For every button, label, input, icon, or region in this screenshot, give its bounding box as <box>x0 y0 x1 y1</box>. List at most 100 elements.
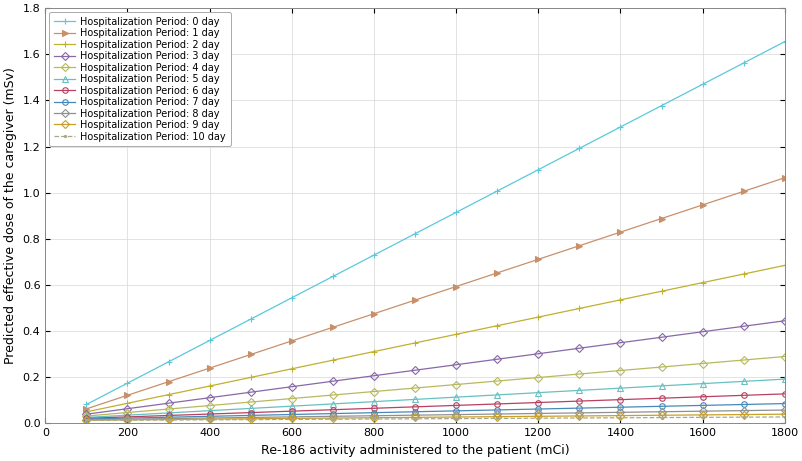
Hospitalization Period: 10 day: (1e+03, 0.0209): 10 day: (1e+03, 0.0209) <box>451 416 460 421</box>
Hospitalization Period: 3 day: (1e+03, 0.254): 3 day: (1e+03, 0.254) <box>451 362 460 367</box>
Hospitalization Period: 5 day: (800, 0.0944): 5 day: (800, 0.0944) <box>369 399 379 404</box>
Hospitalization Period: 2 day: (1.5e+03, 0.573): 2 day: (1.5e+03, 0.573) <box>656 289 666 294</box>
Hospitalization Period: 8 day: (100, 0.016): 8 day: (100, 0.016) <box>82 417 91 422</box>
Hospitalization Period: 10 day: (1.5e+03, 0.0254): 10 day: (1.5e+03, 0.0254) <box>656 415 666 420</box>
Hospitalization Period: 3 day: (1.8e+03, 0.445): 3 day: (1.8e+03, 0.445) <box>779 318 788 324</box>
Hospitalization Period: 5 day: (300, 0.0455): 5 day: (300, 0.0455) <box>164 410 173 416</box>
Hospitalization Period: 7 day: (1.7e+03, 0.0821): 7 day: (1.7e+03, 0.0821) <box>738 402 747 407</box>
Hospitalization Period: 9 day: (1.7e+03, 0.0385): 9 day: (1.7e+03, 0.0385) <box>738 412 747 417</box>
Hospitalization Period: 2 day: (700, 0.274): 2 day: (700, 0.274) <box>328 357 338 363</box>
Hospitalization Period: 4 day: (500, 0.0927): 4 day: (500, 0.0927) <box>245 399 255 405</box>
Hospitalization Period: 0 day: (1.2e+03, 1.1): 0 day: (1.2e+03, 1.1) <box>533 167 542 172</box>
Hospitalization Period: 0 day: (1.4e+03, 1.28): 0 day: (1.4e+03, 1.28) <box>615 124 625 130</box>
Hospitalization Period: 1 day: (800, 0.476): 1 day: (800, 0.476) <box>369 311 379 316</box>
Hospitalization Period: 3 day: (1.2e+03, 0.302): 3 day: (1.2e+03, 0.302) <box>533 351 542 356</box>
Hospitalization Period: 9 day: (500, 0.0201): 9 day: (500, 0.0201) <box>245 416 255 421</box>
Hospitalization Period: 6 day: (400, 0.0407): 6 day: (400, 0.0407) <box>205 411 214 417</box>
Hospitalization Period: 10 day: (100, 0.013): 10 day: (100, 0.013) <box>82 418 91 423</box>
Hospitalization Period: 6 day: (300, 0.0345): 6 day: (300, 0.0345) <box>164 413 173 418</box>
Hospitalization Period: 5 day: (1.3e+03, 0.143): 5 day: (1.3e+03, 0.143) <box>574 388 584 393</box>
Hospitalization Period: 2 day: (500, 0.199): 2 day: (500, 0.199) <box>245 375 255 380</box>
Hospitalization Period: 10 day: (200, 0.0139): 10 day: (200, 0.0139) <box>123 418 132 423</box>
Hospitalization Period: 10 day: (1.4e+03, 0.0245): 10 day: (1.4e+03, 0.0245) <box>615 415 625 420</box>
Hospitalization Period: 0 day: (500, 0.452): 0 day: (500, 0.452) <box>245 316 255 322</box>
Hospitalization Period: 8 day: (1.7e+03, 0.0555): 8 day: (1.7e+03, 0.0555) <box>738 408 747 414</box>
Hospitalization Period: 4 day: (1.1e+03, 0.184): 4 day: (1.1e+03, 0.184) <box>492 378 501 384</box>
Hospitalization Period: 8 day: (900, 0.0358): 8 day: (900, 0.0358) <box>410 413 419 418</box>
Hospitalization Period: 3 day: (400, 0.111): 3 day: (400, 0.111) <box>205 395 214 401</box>
Hospitalization Period: 4 day: (1.3e+03, 0.214): 4 day: (1.3e+03, 0.214) <box>574 371 584 377</box>
Hospitalization Period: 1 day: (200, 0.122): 1 day: (200, 0.122) <box>123 392 132 398</box>
Hospitalization Period: 8 day: (500, 0.0259): 8 day: (500, 0.0259) <box>245 415 255 420</box>
Hospitalization Period: 2 day: (400, 0.162): 2 day: (400, 0.162) <box>205 383 214 389</box>
Hospitalization Period: 8 day: (1.6e+03, 0.0531): 8 day: (1.6e+03, 0.0531) <box>697 408 707 414</box>
Line: Hospitalization Period: 1 day: Hospitalization Period: 1 day <box>83 174 788 412</box>
Hospitalization Period: 2 day: (800, 0.311): 2 day: (800, 0.311) <box>369 349 379 355</box>
Hospitalization Period: 6 day: (800, 0.0656): 6 day: (800, 0.0656) <box>369 406 379 411</box>
Hospitalization Period: 2 day: (1.2e+03, 0.461): 2 day: (1.2e+03, 0.461) <box>533 314 542 320</box>
Hospitalization Period: 5 day: (500, 0.0651): 5 day: (500, 0.0651) <box>245 406 255 411</box>
Hospitalization Period: 3 day: (1.7e+03, 0.421): 3 day: (1.7e+03, 0.421) <box>738 324 747 329</box>
Hospitalization Period: 4 day: (1.2e+03, 0.199): 4 day: (1.2e+03, 0.199) <box>533 375 542 380</box>
Hospitalization Period: 0 day: (1.3e+03, 1.19): 0 day: (1.3e+03, 1.19) <box>574 146 584 151</box>
Hospitalization Period: 0 day: (700, 0.637): 0 day: (700, 0.637) <box>328 274 338 279</box>
Hospitalization Period: 7 day: (1.2e+03, 0.0624): 7 day: (1.2e+03, 0.0624) <box>533 406 542 412</box>
Hospitalization Period: 8 day: (1.8e+03, 0.058): 8 day: (1.8e+03, 0.058) <box>779 407 788 413</box>
Hospitalization Period: 9 day: (900, 0.0262): 9 day: (900, 0.0262) <box>410 414 419 420</box>
Hospitalization Period: 8 day: (1.3e+03, 0.0456): 8 day: (1.3e+03, 0.0456) <box>574 410 584 416</box>
Hospitalization Period: 10 day: (500, 0.0165): 10 day: (500, 0.0165) <box>245 417 255 422</box>
Hospitalization Period: 4 day: (300, 0.0624): 4 day: (300, 0.0624) <box>164 406 173 412</box>
Hospitalization Period: 3 day: (300, 0.0876): 3 day: (300, 0.0876) <box>164 401 173 406</box>
Hospitalization Period: 4 day: (1.4e+03, 0.229): 4 day: (1.4e+03, 0.229) <box>615 368 625 373</box>
Hospitalization Period: 1 day: (500, 0.299): 1 day: (500, 0.299) <box>245 352 255 357</box>
Hospitalization Period: 1 day: (1.8e+03, 1.06): 1 day: (1.8e+03, 1.06) <box>779 175 788 181</box>
Hospitalization Period: 10 day: (700, 0.0183): 10 day: (700, 0.0183) <box>328 416 338 422</box>
Hospitalization Period: 5 day: (700, 0.0846): 5 day: (700, 0.0846) <box>328 401 338 407</box>
Hospitalization Period: 7 day: (500, 0.0348): 7 day: (500, 0.0348) <box>245 413 255 418</box>
Hospitalization Period: 0 day: (400, 0.36): 0 day: (400, 0.36) <box>205 338 214 343</box>
Hospitalization Period: 0 day: (300, 0.267): 0 day: (300, 0.267) <box>164 359 173 365</box>
Hospitalization Period: 0 day: (1.1e+03, 1.01): 0 day: (1.1e+03, 1.01) <box>492 188 501 194</box>
Hospitalization Period: 2 day: (600, 0.237): 2 day: (600, 0.237) <box>286 366 296 372</box>
Hospitalization Period: 5 day: (1.8e+03, 0.192): 5 day: (1.8e+03, 0.192) <box>779 376 788 382</box>
Hospitalization Period: 3 day: (500, 0.135): 3 day: (500, 0.135) <box>245 390 255 395</box>
Hospitalization Period: 9 day: (1.1e+03, 0.0293): 9 day: (1.1e+03, 0.0293) <box>492 414 501 420</box>
Hospitalization Period: 2 day: (1.8e+03, 0.685): 2 day: (1.8e+03, 0.685) <box>779 263 788 268</box>
Hospitalization Period: 6 day: (1e+03, 0.0781): 6 day: (1e+03, 0.0781) <box>451 402 460 408</box>
Hospitalization Period: 7 day: (1.1e+03, 0.0584): 7 day: (1.1e+03, 0.0584) <box>492 407 501 413</box>
Hospitalization Period: 5 day: (400, 0.0553): 5 day: (400, 0.0553) <box>205 408 214 414</box>
Hospitalization Period: 0 day: (600, 0.545): 0 day: (600, 0.545) <box>286 295 296 301</box>
Hospitalization Period: 9 day: (1.8e+03, 0.04): 9 day: (1.8e+03, 0.04) <box>779 411 788 417</box>
Hospitalization Period: 3 day: (600, 0.159): 3 day: (600, 0.159) <box>286 384 296 390</box>
Hospitalization Period: 6 day: (1.3e+03, 0.0968): 6 day: (1.3e+03, 0.0968) <box>574 398 584 404</box>
Hospitalization Period: 6 day: (100, 0.022): 6 day: (100, 0.022) <box>82 415 91 421</box>
Hospitalization Period: 4 day: (400, 0.0775): 4 day: (400, 0.0775) <box>205 403 214 408</box>
Hospitalization Period: 5 day: (1.1e+03, 0.124): 5 day: (1.1e+03, 0.124) <box>492 392 501 398</box>
Line: Hospitalization Period: 8 day: Hospitalization Period: 8 day <box>83 407 787 422</box>
Hospitalization Period: 7 day: (300, 0.0269): 7 day: (300, 0.0269) <box>164 414 173 420</box>
Hospitalization Period: 8 day: (1.5e+03, 0.0506): 8 day: (1.5e+03, 0.0506) <box>656 409 666 414</box>
Hospitalization Period: 10 day: (1.3e+03, 0.0236): 10 day: (1.3e+03, 0.0236) <box>574 415 584 421</box>
Hospitalization Period: 6 day: (1.8e+03, 0.128): 6 day: (1.8e+03, 0.128) <box>779 391 788 396</box>
Hospitalization Period: 7 day: (100, 0.019): 7 day: (100, 0.019) <box>82 416 91 422</box>
Hospitalization Period: 6 day: (900, 0.0719): 6 day: (900, 0.0719) <box>410 404 419 410</box>
Line: Hospitalization Period: 6 day: Hospitalization Period: 6 day <box>83 391 787 421</box>
Hospitalization Period: 5 day: (1.5e+03, 0.163): 5 day: (1.5e+03, 0.163) <box>656 383 666 389</box>
Hospitalization Period: 7 day: (800, 0.0466): 7 day: (800, 0.0466) <box>369 410 379 415</box>
Hospitalization Period: 2 day: (1.4e+03, 0.536): 2 day: (1.4e+03, 0.536) <box>615 297 625 302</box>
Hospitalization Period: 8 day: (200, 0.0185): 8 day: (200, 0.0185) <box>123 416 132 422</box>
Hospitalization Period: 9 day: (600, 0.0216): 9 day: (600, 0.0216) <box>286 416 296 421</box>
Hospitalization Period: 2 day: (1.3e+03, 0.498): 2 day: (1.3e+03, 0.498) <box>574 306 584 311</box>
Hospitalization Period: 3 day: (100, 0.04): 3 day: (100, 0.04) <box>82 411 91 417</box>
Hospitalization Period: 8 day: (1.2e+03, 0.0432): 8 day: (1.2e+03, 0.0432) <box>533 411 542 416</box>
Hospitalization Period: 6 day: (1.4e+03, 0.103): 6 day: (1.4e+03, 0.103) <box>615 397 625 402</box>
Hospitalization Period: 10 day: (900, 0.0201): 10 day: (900, 0.0201) <box>410 416 419 421</box>
Hospitalization Period: 0 day: (1.8e+03, 1.65): 0 day: (1.8e+03, 1.65) <box>779 39 788 44</box>
Hospitalization Period: 9 day: (1.3e+03, 0.0324): 9 day: (1.3e+03, 0.0324) <box>574 413 584 419</box>
Hospitalization Period: 2 day: (900, 0.349): 2 day: (900, 0.349) <box>410 340 419 346</box>
Hospitalization Period: 1 day: (1.1e+03, 0.652): 1 day: (1.1e+03, 0.652) <box>492 270 501 276</box>
Hospitalization Period: 3 day: (800, 0.207): 3 day: (800, 0.207) <box>369 373 379 378</box>
Legend: Hospitalization Period: 0 day, Hospitalization Period: 1 day, Hospitalization Pe: Hospitalization Period: 0 day, Hospitali… <box>49 12 230 146</box>
Hospitalization Period: 8 day: (300, 0.0209): 8 day: (300, 0.0209) <box>164 416 173 421</box>
Hospitalization Period: 2 day: (1.6e+03, 0.61): 2 day: (1.6e+03, 0.61) <box>697 280 707 285</box>
